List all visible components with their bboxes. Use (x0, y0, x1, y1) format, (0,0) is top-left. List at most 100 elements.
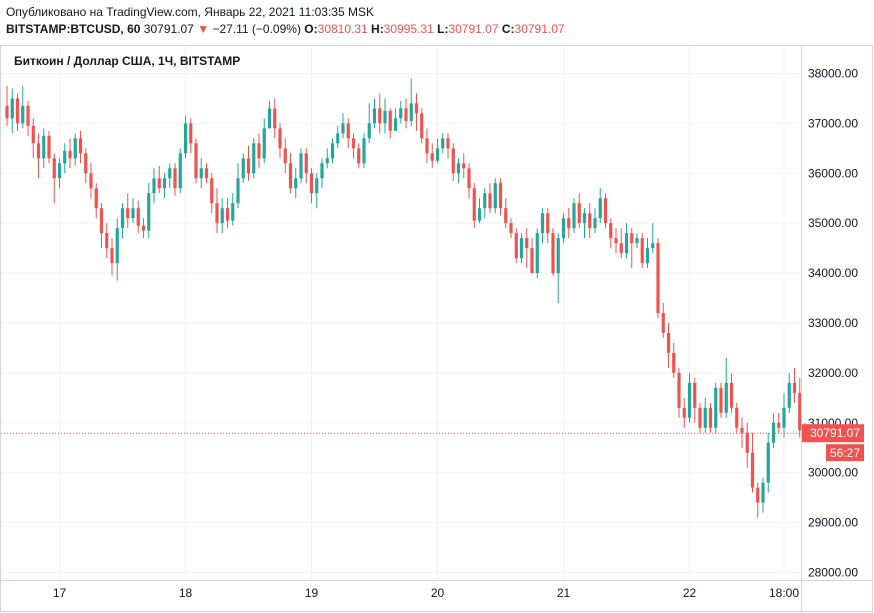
candle (446, 133, 450, 159)
candle-body (414, 103, 419, 114)
candle (462, 153, 466, 179)
candle-body (26, 105, 30, 126)
candle-body (525, 238, 529, 249)
low-value: 30791.07 (448, 22, 499, 36)
candle (719, 382, 723, 418)
candle (388, 108, 392, 139)
candle (651, 223, 655, 254)
candle (267, 100, 272, 129)
candle (687, 372, 692, 423)
candle-body (603, 198, 608, 224)
candle (26, 100, 30, 136)
candle (530, 238, 534, 274)
candle-body (288, 163, 293, 189)
candle (262, 118, 266, 164)
candle (110, 238, 114, 276)
candle (714, 382, 718, 433)
last-price-overlay: 30791.07 56:27 (1, 424, 864, 462)
y-tick-label: 35000.00 (808, 216, 858, 230)
candle-body (372, 108, 377, 124)
candle-body (666, 332, 671, 353)
candle-body (687, 382, 692, 418)
y-tick-label: 29000.00 (808, 516, 858, 530)
candle-body (640, 238, 644, 264)
candle-body (535, 233, 539, 274)
candle (582, 208, 587, 239)
candle (640, 233, 644, 269)
candle (567, 208, 571, 239)
candle-body (593, 218, 597, 229)
candle-body (36, 143, 41, 159)
candle-body (708, 407, 713, 428)
candle (661, 303, 665, 338)
close-label: C: (501, 22, 515, 36)
candle-body (183, 123, 188, 154)
candle (362, 133, 366, 169)
candle-body (483, 193, 487, 209)
candle-body (162, 178, 167, 189)
candle (409, 78, 413, 126)
candle (288, 153, 293, 194)
candle-body (94, 188, 98, 209)
candle (483, 188, 487, 219)
candle-body (178, 153, 182, 189)
candle-body (346, 123, 350, 139)
y-tick-label: 32000.00 (808, 366, 858, 380)
candle-body (430, 153, 434, 161)
candle (42, 128, 46, 169)
candle-body (750, 452, 755, 488)
candle (451, 143, 455, 181)
candle-body (672, 352, 676, 373)
candle (162, 173, 167, 199)
candle (672, 342, 676, 378)
candle-body (15, 98, 20, 124)
price-change: −27.11 (−0.09%) (212, 22, 301, 36)
candle (299, 148, 303, 184)
candle-body (110, 248, 114, 264)
candle-body (656, 243, 660, 313)
y-tick-label: 33000.00 (808, 316, 858, 330)
candle-body (782, 407, 786, 428)
candle-body (68, 150, 72, 159)
open-value: 30810.31 (317, 22, 368, 36)
candle-body (588, 213, 592, 229)
candle (729, 372, 734, 413)
candle (378, 93, 382, 134)
candle-body (771, 422, 776, 443)
candle (761, 477, 765, 513)
candle (493, 178, 497, 214)
candle (273, 98, 277, 139)
candle-body (246, 158, 251, 174)
candle-body (294, 178, 298, 189)
candle (425, 128, 429, 164)
candle-body (624, 233, 629, 254)
candle-body (393, 118, 398, 131)
candle (771, 412, 776, 448)
candle-body (231, 203, 235, 221)
candle (309, 168, 314, 204)
candle-body (236, 178, 240, 204)
candle-body (609, 223, 613, 239)
candle (204, 163, 209, 184)
candle (614, 228, 618, 254)
candle-body (115, 228, 119, 264)
candle-body (52, 158, 56, 179)
candle-body (336, 133, 340, 144)
chart-legend-title: Биткоин / Доллар США, 1Ч, BITSTAMP (14, 54, 241, 68)
candle (525, 228, 529, 269)
candle (325, 148, 329, 169)
candle-body (189, 123, 193, 144)
candle (31, 118, 35, 159)
candle-body (42, 135, 46, 159)
candle (52, 153, 56, 204)
candle-body (325, 158, 329, 164)
candle (189, 118, 193, 154)
candle (498, 178, 503, 216)
candle (252, 138, 256, 179)
candle-body (199, 168, 203, 179)
candle (367, 103, 371, 144)
candle (341, 113, 345, 139)
candle-body (635, 238, 639, 244)
candle-body (735, 407, 739, 428)
